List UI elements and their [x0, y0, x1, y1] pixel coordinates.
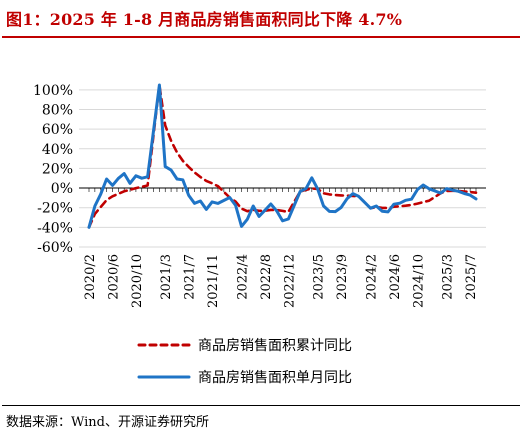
x-tick-label: 2022/4 [235, 254, 250, 300]
x-tick-label: 2020/10 [130, 254, 145, 308]
x-axis-tick-labels: 2020/2 2020/6 2020/10 2021/3 2021/7 2021/11 20… [83, 188, 479, 308]
data-source-note: 数据来源：Wind、开源证券研究所 [6, 415, 209, 430]
x-tick-label: 2022/8 [259, 254, 274, 300]
y-tick-label: -40% [37, 220, 73, 236]
x-tick-label: 2021/11 [206, 254, 221, 308]
x-tick-label: 2020/6 [106, 254, 121, 300]
grid-lines [79, 89, 486, 248]
x-tick-label: 2025/7 [464, 254, 479, 300]
x-tick-label: 2020/2 [83, 254, 98, 300]
source-divider [2, 405, 520, 406]
chart-title: 图1：2025 年 1-8 月商品房销售面积同比下降 4.7% [6, 10, 403, 29]
y-tick-label: 80% [42, 102, 73, 118]
x-tick-label: 2024/2 [364, 254, 379, 300]
legend-label: 商品房销售面积单月同比 [198, 370, 352, 386]
x-tick-label: 2021/3 [159, 254, 174, 300]
x-tick-label: 2023/9 [335, 254, 350, 300]
series-line-cumulative [87, 83, 478, 229]
y-tick-label: -60% [37, 240, 73, 256]
legend-label: 商品房销售面积累计同比 [198, 338, 352, 354]
x-tick-label: 2024/10 [411, 254, 426, 308]
x-tick-label: 2025/3 [441, 254, 456, 300]
y-tick-label: 60% [42, 122, 73, 138]
x-tick-label: 2023/5 [312, 254, 327, 300]
series-lines [87, 83, 478, 229]
x-tick-label: 2022/12 [282, 254, 297, 308]
y-axis-tick-labels: -60% -40% -20% 0% 20% 40% 60% 80% 100% [33, 83, 73, 256]
series-line-monthly [87, 83, 478, 229]
y-tick-label: 0% [51, 181, 73, 197]
y-tick-label: 20% [42, 161, 73, 177]
y-tick-label: 100% [33, 83, 73, 99]
y-tick-label: 40% [42, 142, 73, 158]
title-underline [2, 36, 520, 38]
x-tick-label: 2024/6 [388, 254, 403, 300]
x-tick-label: 2021/7 [183, 254, 198, 300]
y-tick-label: -20% [37, 201, 73, 217]
